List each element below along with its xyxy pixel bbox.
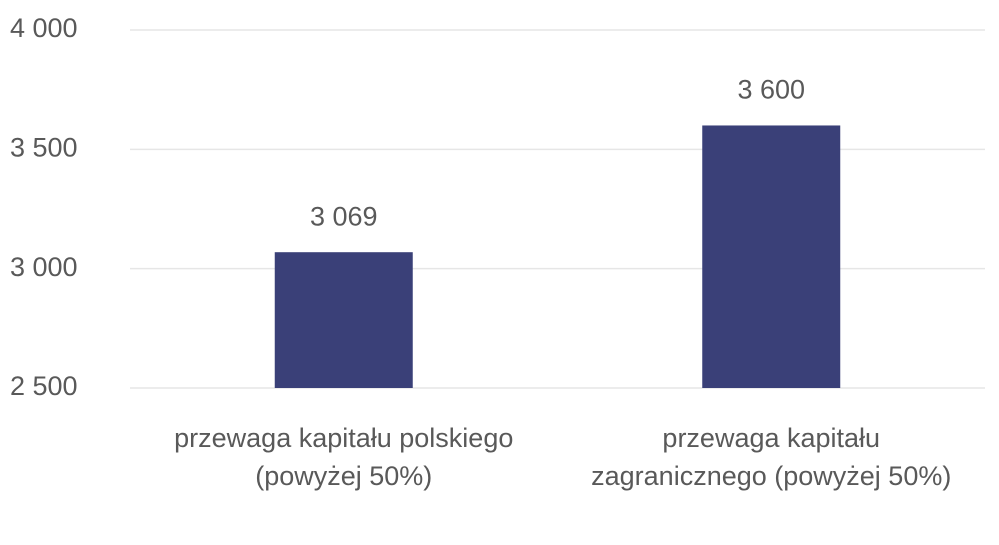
data-label: 3 600: [737, 75, 805, 105]
bar: [702, 125, 841, 388]
x-tick-label: przewaga kapitału polskiego (powyżej 50%): [174, 423, 513, 491]
y-tick-label: 3 500: [10, 132, 78, 162]
data-label: 3 069: [310, 201, 378, 231]
bar: [274, 252, 413, 388]
x-tick-label: przewaga kapitału zagranicznego (powyżej …: [591, 423, 951, 491]
y-tick-label: 4 000: [10, 13, 78, 43]
y-tick-label: 2 500: [10, 371, 78, 401]
y-tick-label: 3 000: [10, 252, 78, 282]
